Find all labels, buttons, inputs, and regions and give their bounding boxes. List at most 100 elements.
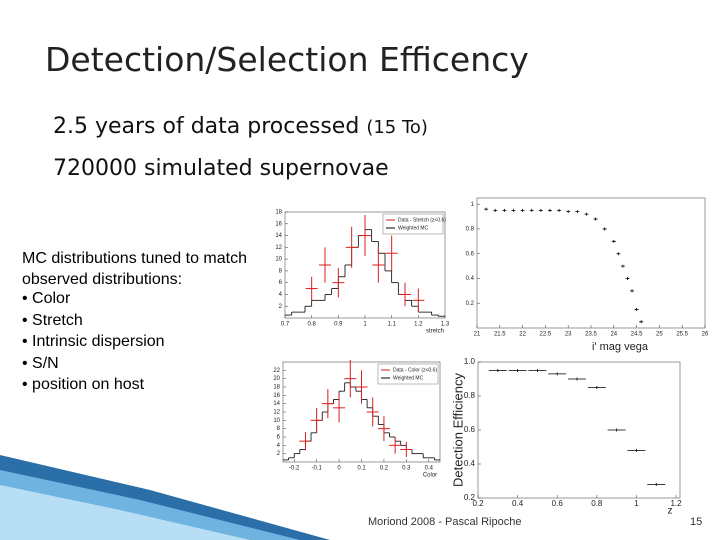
y-tick-label: 1: [471, 202, 475, 208]
data-point: [593, 217, 598, 221]
data-point: [511, 208, 516, 212]
x-tick-label: -0.1: [311, 466, 322, 472]
x-axis-label: stretch: [426, 329, 444, 335]
legend-label: Weighted MC: [393, 375, 424, 381]
data-point: [493, 208, 498, 212]
data-point: [607, 428, 626, 432]
note: (15 To): [366, 117, 428, 138]
data-point: [529, 208, 534, 212]
data-point: [647, 482, 666, 486]
x-axis-label: z: [668, 506, 673, 517]
data-point: [538, 208, 543, 212]
plot-frame: [477, 361, 681, 499]
data-point: [484, 207, 489, 211]
intro-text: MC distributions tuned to match observed…: [22, 250, 247, 288]
x-tick-label: 22: [519, 332, 526, 338]
legend: [377, 363, 439, 385]
y-tick-label: 0.6: [466, 251, 475, 257]
bullet: • Stretch: [22, 311, 83, 329]
subtitle-line: 720000 simulated supernovae: [53, 156, 389, 181]
x-tick-label: 0.4: [512, 499, 524, 508]
data-point: [547, 208, 552, 212]
x-tick-label: 0.4: [425, 466, 434, 472]
data-point: [568, 377, 587, 381]
x-tick-label: 23: [565, 332, 572, 338]
y-axis-label: Detection Efficiency: [450, 373, 465, 487]
y-tick-label: 8: [277, 426, 281, 432]
y-tick-label: 16: [273, 393, 280, 399]
x-tick-label: 0.8: [591, 499, 603, 508]
data-point: [528, 369, 547, 372]
data-point: [625, 276, 630, 280]
y-tick-label: 4: [279, 292, 283, 298]
y-tick-label: 14: [273, 401, 280, 407]
y-tick-label: 12: [273, 410, 280, 416]
data-point: [587, 386, 606, 389]
plot-frame: [476, 197, 706, 329]
y-tick-label: 22: [273, 368, 280, 374]
y-tick-label: 6: [277, 435, 281, 441]
x-tick-label: -0.2: [289, 466, 300, 472]
bullet: • Intrinsic dispersion: [22, 333, 165, 350]
y-tick-label: 4: [277, 443, 281, 449]
bullet: • Color: [22, 290, 71, 307]
y-tick-label: 0.8: [464, 391, 476, 400]
x-tick-label: 0.6: [552, 499, 564, 508]
data-point: [508, 369, 527, 372]
title: Detection/Selection Efficency: [45, 40, 529, 79]
y-tick-label: 16: [275, 221, 282, 227]
data-point: [548, 372, 567, 376]
legend: [382, 213, 444, 235]
data-point: [488, 369, 507, 372]
data-point: [630, 289, 635, 293]
x-tick-label: 1.2: [414, 322, 423, 328]
data-point: [557, 208, 562, 212]
data-point: [611, 239, 616, 243]
data-point: [634, 307, 639, 311]
page-number: 15: [690, 516, 703, 528]
y-tick-label: 20: [273, 376, 280, 382]
y-tick-label: 0.2: [464, 493, 476, 502]
subtitle-line: 2.5 years of data processed (15 To): [53, 114, 428, 139]
y-tick-label: 8: [279, 268, 283, 274]
x-tick-label: 21: [474, 332, 481, 338]
x-tick-label: 21.5: [494, 332, 506, 338]
bullet: • position on host: [22, 376, 145, 393]
x-tick-label: 25.5: [676, 332, 688, 338]
y-tick-label: 1.0: [464, 357, 476, 366]
x-tick-label: 26: [702, 332, 709, 338]
footer: Moriond 2008 - Pascal Ripoche: [368, 516, 522, 528]
y-tick-label: 14: [275, 233, 282, 239]
x-tick-label: 0.2: [380, 466, 389, 472]
x-tick-label: 1: [363, 322, 367, 328]
y-tick-label: 0.2: [466, 301, 475, 307]
x-tick-label: 25: [656, 332, 663, 338]
data-point: [616, 252, 621, 256]
legend-label: Weighted MC: [398, 225, 429, 231]
data-point: [620, 264, 625, 268]
y-tick-label: 6: [279, 280, 283, 286]
x-tick-label: 24: [610, 332, 617, 338]
y-tick-label: 10: [275, 257, 282, 263]
y-tick-label: 18: [273, 385, 280, 391]
x-axis-label: Color: [423, 473, 437, 479]
data-point: [566, 210, 571, 214]
x-tick-label: 1.3: [441, 322, 450, 328]
text: 2.5 years of data processed: [53, 114, 360, 139]
x-tick-label: 0.8: [307, 322, 316, 328]
y-tick-label: 2: [279, 304, 283, 310]
y-tick-label: 18: [275, 210, 282, 216]
data-point: [584, 212, 589, 216]
y-tick-label: 2: [277, 451, 281, 457]
y-tick-label: 0.6: [464, 425, 476, 434]
x-tick-label: 1: [634, 499, 639, 508]
x-tick-label: 1.2: [670, 499, 682, 508]
x-tick-label: 0.1: [357, 466, 366, 472]
data-point: [639, 320, 644, 324]
x-tick-label: 22.5: [540, 332, 552, 338]
x-tick-label: 0.7: [281, 322, 290, 328]
data-point: [602, 227, 607, 231]
x-tick-label: 0.2: [472, 499, 484, 508]
